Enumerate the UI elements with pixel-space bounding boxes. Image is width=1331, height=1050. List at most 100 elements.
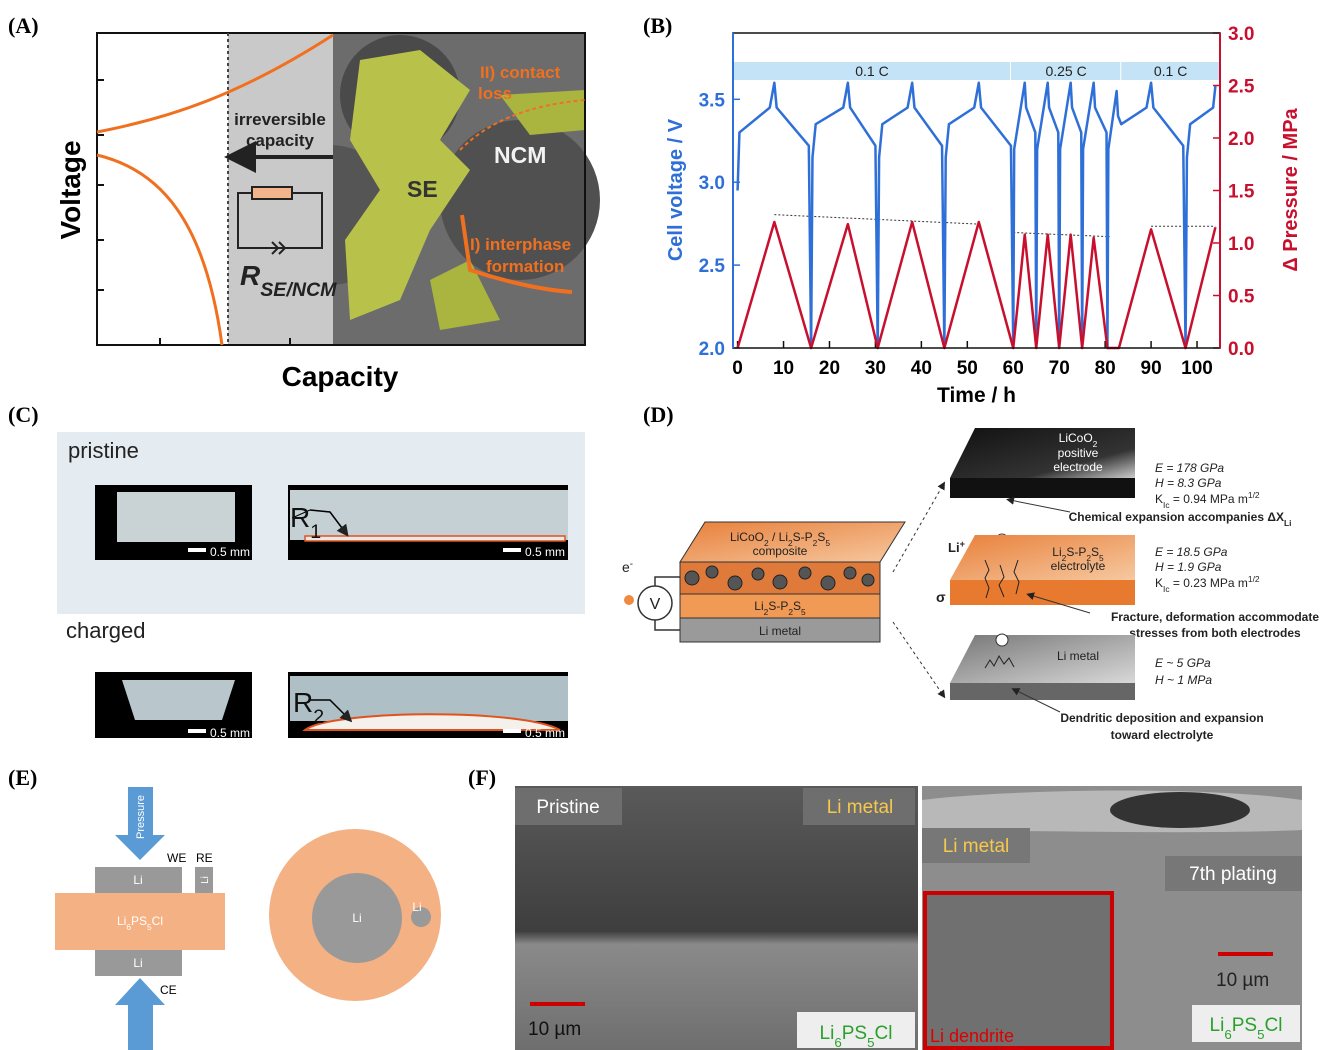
annotation: loss (478, 84, 512, 103)
text-segment: Cl (875, 1023, 893, 1044)
y-axis-label: Cell voltage / V (665, 118, 687, 261)
void (1110, 792, 1250, 828)
label: Li metal (827, 797, 894, 818)
text-segment: Cl (152, 914, 163, 928)
resistor (252, 187, 292, 199)
annotation: stresses from both electrodes (1129, 626, 1301, 640)
text-segment: - (630, 559, 633, 570)
y-axis-label: Voltage (55, 140, 86, 239)
anode-top (950, 635, 1135, 683)
text-segment: S (1091, 545, 1099, 559)
text-segment: 2 (313, 706, 324, 728)
rate-label: 0.25 C (1045, 63, 1086, 79)
text-segment: PS (131, 914, 147, 928)
scale-label: 10 µm (1216, 970, 1269, 991)
annotation: toward electrolyte (1111, 728, 1214, 742)
x-axis-label: Capacity (282, 361, 399, 392)
annotation: Fracture, deformation accommodate (1111, 610, 1319, 624)
text-segment: K (1155, 576, 1163, 590)
property: H ~ 1 MPa (1155, 673, 1212, 687)
label: Li metal (943, 836, 1010, 857)
property: E ~ 5 GPa (1155, 656, 1211, 670)
text-segment: Li (820, 1023, 835, 1044)
annotation: Chemical expansion accompanies ΔXLi (1069, 510, 1292, 528)
text-segment: 6 (834, 1035, 841, 1050)
pressure-arrow (115, 978, 165, 1050)
text-segment: Li (948, 540, 960, 555)
panel-label: (D) (643, 402, 674, 427)
rate-label: 0.1 C (855, 63, 888, 79)
panel-e: Pressure WE RE Li Li Li6PS5Cl Li CE Li L… (55, 787, 441, 1050)
annotation: irreversible (234, 110, 326, 129)
property: E = 178 GPa (1155, 461, 1224, 475)
scale-label: 10 µm (528, 1019, 581, 1040)
panel-d: LiCoO2 / Li2S-P2S5 composite Li2S-P2S5 L… (622, 428, 1319, 742)
text-segment: Li (1284, 518, 1291, 528)
text-segment: S-P (793, 530, 813, 544)
annotation: I) interphase (470, 235, 571, 254)
panel-label: (C) (8, 402, 39, 427)
series-line (738, 83, 1216, 348)
cathode-top (950, 428, 1135, 478)
text-segment: PS (842, 1023, 867, 1044)
text-segment: R (293, 687, 313, 718)
text-segment: Li (1210, 1015, 1225, 1036)
label: 7th plating (1189, 864, 1277, 885)
x-tick-label: 100 (1181, 358, 1213, 379)
property: H = 1.9 GPa (1155, 560, 1222, 574)
scale-bar (1218, 952, 1273, 956)
layer-label: composite (753, 544, 808, 558)
text-segment: 5 (867, 1035, 874, 1050)
highlight (925, 893, 1112, 1048)
label: Li dendrite (930, 1026, 1014, 1046)
text-segment: SE/NCM (260, 279, 337, 301)
text-segment: 1/2 (1248, 574, 1260, 584)
layer-label: electrode (1053, 460, 1103, 474)
text-segment: 1 (310, 521, 321, 543)
y-tick-label: 2.0 (699, 339, 725, 360)
voltage-curve (97, 155, 222, 345)
text-segment: Li (754, 599, 763, 613)
y2-tick-label: 2.5 (1228, 77, 1255, 98)
panel-label: (F) (468, 765, 496, 790)
layer-label: electrolyte (1051, 559, 1106, 573)
annotation: II) contact (480, 63, 561, 82)
label: RE (196, 851, 213, 865)
x-tick-label: 40 (911, 358, 932, 379)
pellet (122, 680, 235, 720)
x-tick-label: 30 (865, 358, 886, 379)
label: e- (622, 559, 633, 576)
y-tick-label: 3.5 (699, 90, 726, 111)
text-segment: R (290, 502, 310, 533)
label: CE (160, 983, 177, 997)
caption: charged (66, 618, 146, 643)
pointer (1010, 500, 1070, 512)
trend-line (1013, 233, 1109, 237)
scale-label: 0.5 mm (210, 545, 250, 559)
panel-label: (A) (8, 13, 39, 38)
annotation: SE (407, 176, 438, 202)
x-tick-label: 70 (1049, 358, 1070, 379)
y2-tick-label: 0.5 (1228, 287, 1255, 308)
cathode-front (950, 478, 1135, 498)
rate-label: 0.1 C (1154, 63, 1187, 79)
label: Li (412, 900, 421, 914)
y2-tick-label: 1.0 (1228, 234, 1254, 255)
layer-label: Li metal (1057, 649, 1099, 663)
text-segment: 6 (1224, 1027, 1231, 1042)
annotation: NCM (494, 142, 546, 168)
scale-label: 0.5 mm (525, 726, 565, 740)
x-tick-label: 60 (1003, 358, 1024, 379)
ion (996, 634, 1008, 646)
x-tick-label: 90 (1141, 358, 1162, 379)
scale-bar (530, 1002, 585, 1006)
text-segment: 1/2 (1248, 490, 1260, 500)
electrolyte-top (950, 535, 1135, 580)
electron (624, 595, 634, 605)
panel-c: pristine charged R1 R2 0.5 mm 0.5 mm 0.5… (57, 432, 585, 740)
panel-f: Pristine Li metal 10 µm Li6PS5Cl Li meta… (515, 786, 1302, 1050)
text-segment: Cl (1265, 1015, 1283, 1036)
label: σ (936, 589, 946, 605)
text-segment: Li (117, 914, 126, 928)
